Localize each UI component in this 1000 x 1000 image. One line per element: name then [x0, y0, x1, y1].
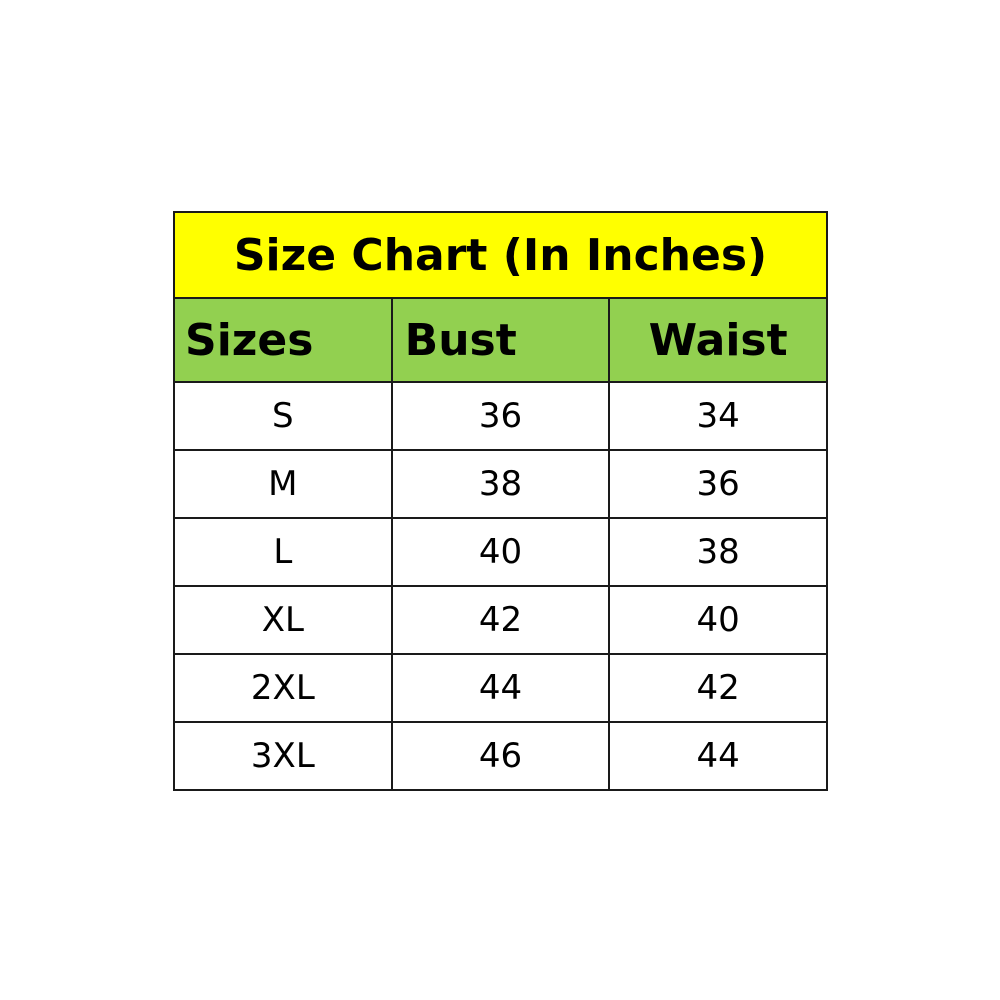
table-row: L 40 38 [173, 517, 828, 587]
size-cell: M [173, 449, 393, 519]
waist-cell: 36 [608, 449, 828, 519]
bust-cell: 40 [390, 517, 611, 587]
waist-cell: 40 [608, 585, 828, 655]
size-cell: S [173, 381, 393, 451]
header-waist: Waist [608, 297, 828, 383]
bust-cell: 36 [390, 381, 611, 451]
bust-cell: 38 [390, 449, 611, 519]
table-row: M 38 36 [173, 449, 828, 519]
size-cell: 2XL [173, 653, 393, 723]
bust-cell: 42 [390, 585, 611, 655]
table-title: Size Chart (In Inches) [173, 211, 828, 299]
waist-cell: 42 [608, 653, 828, 723]
table-row: XL 42 40 [173, 585, 828, 655]
header-bust: Bust [390, 297, 611, 383]
header-sizes: Sizes [173, 297, 393, 383]
table-row: 2XL 44 42 [173, 653, 828, 723]
header-row: Sizes Bust Waist [173, 297, 828, 383]
table-row: 3XL 46 44 [173, 721, 828, 791]
title-row: Size Chart (In Inches) [173, 211, 828, 299]
size-cell: L [173, 517, 393, 587]
bust-cell: 46 [390, 721, 611, 791]
size-cell: XL [173, 585, 393, 655]
table-row: S 36 34 [173, 381, 828, 451]
waist-cell: 44 [608, 721, 828, 791]
bust-cell: 44 [390, 653, 611, 723]
waist-cell: 34 [608, 381, 828, 451]
size-chart-table: Size Chart (In Inches) Sizes Bust Waist … [173, 211, 828, 791]
size-cell: 3XL [173, 721, 393, 791]
waist-cell: 38 [608, 517, 828, 587]
